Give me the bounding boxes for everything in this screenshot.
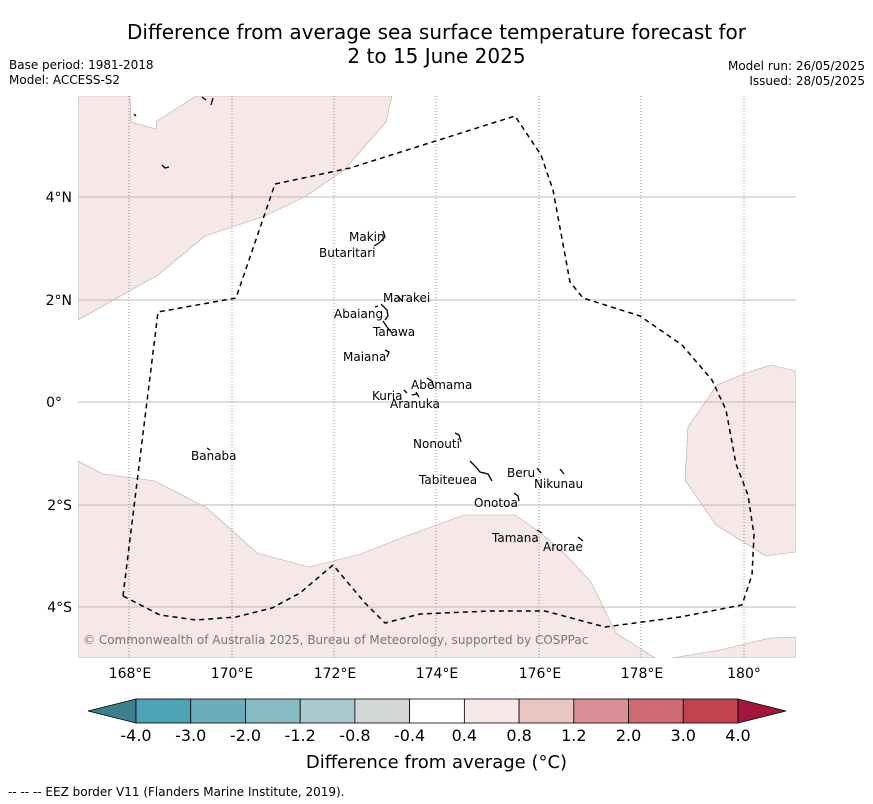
model-name: Model: ACCESS-S2 [9,73,121,87]
colorbar-segment [190,698,246,724]
eez-border [122,115,755,628]
islands [133,96,584,542]
lon-tick-174e: 174°E [416,666,459,682]
place-abaiang: Abaiang [334,307,383,321]
lat-tick-4n: 4°N [46,190,72,206]
colorbar-segment [463,698,520,724]
colorbar-segment [682,698,739,724]
place-labels: Makin Butaritari Marakei Abaiang Tarawa … [191,230,583,554]
lat-tick-4s: 4°S [47,600,72,616]
longitude-ticks: 168°E 170°E 172°E 174°E 176°E 178°E 180° [109,666,761,682]
lat-tick-0: 0° [46,395,62,411]
colorbar-tick-label: -0.4 [394,726,425,745]
meta-left: Base period: 1981-2018 Model: ACCESS-S2 [9,58,154,88]
place-beru: Beru [507,466,535,480]
issued-date: Issued: 28/05/2025 [749,74,865,88]
lon-tick-168e: 168°E [109,666,152,682]
place-onotoa: Onotoa [474,496,518,510]
colorbar-segment [245,698,301,724]
latitude-ticks: 4°N 2°N 0° 2°S 4°S [46,190,73,616]
place-maiana: Maiana [343,350,386,364]
lon-tick-176e: 176°E [519,666,562,682]
place-abemama: Abemama [411,378,472,392]
title-line-1: Difference from average sea surface temp… [126,20,746,44]
lon-tick-170e: 170°E [211,666,254,682]
meta-right: Model run: 26/05/2025 Issued: 28/05/2025 [728,59,865,89]
model-run: Model run: 26/05/2025 [727,59,865,73]
place-butaritari: Butaritari [319,246,376,260]
lon-tick-172e: 172°E [314,666,357,682]
colorbar-tick-label: 0.8 [506,726,531,745]
lat-tick-2s: 2°S [47,498,72,514]
place-marakei: Marakei [383,291,430,305]
colorbar-tick-label: 2.0 [616,726,641,745]
place-arorae: Arorae [543,540,583,554]
colorbar-tick-label: -1.2 [285,726,316,745]
eez-legend-note: -- -- -- EEZ border V11 (Flanders Marine… [8,785,345,799]
colorbar-segment [573,698,629,724]
colorbar-segment [354,698,411,724]
land-northwest [78,96,393,321]
land-east [684,364,796,557]
lat-tick-2n: 2°N [46,293,72,309]
colorbar-segment [628,698,684,724]
title-line-2: 2 to 15 June 2025 [347,44,526,68]
place-tamana: Tamana [491,531,539,545]
colorbar-tick-label: -3.0 [175,726,206,745]
colorbar-tick-label: 4.0 [725,726,750,745]
colorbar-tick-label: 3.0 [671,726,696,745]
colorbar-tick-label: -2.0 [230,726,261,745]
place-nonouti: Nonouti [413,437,460,451]
colorbar-label: Difference from average (°C) [305,752,568,773]
land-southwest [78,460,656,658]
colorbar-segment [299,698,356,724]
lon-tick-180: 180° [727,666,761,682]
colorbar: -4.0 -3.0 -2.0 -1.2 -0.8 -0.4 0.4 0.8 1.2 2.0 3.0 4… [87,698,787,745]
colorbar-tick-label: 0.4 [452,726,477,745]
place-kuria: Kuria [372,389,403,403]
map-title: Difference from average sea surface temp… [0,20,873,68]
colorbar-segment [135,698,192,724]
place-nikunau: Nikunau [534,477,583,491]
colorbar-segment [409,698,465,724]
place-tabiteuea: Tabiteuea [418,473,477,487]
colorbar-under-arrow [87,698,137,724]
colorbar-segment [518,698,575,724]
map-area: Makin Butaritari Marakei Abaiang Tarawa … [78,96,796,658]
copyright-notice: © Commonwealth of Australia 2025, Bureau… [83,633,588,647]
grid-lines [78,96,796,658]
lon-tick-178e: 178°E [621,666,664,682]
colorbar-over-arrow [737,698,787,724]
place-banaba: Banaba [191,449,237,463]
place-aranuka: Aranuka [390,397,440,411]
colorbar-tick-label: 1.2 [561,726,586,745]
land-southeast [671,636,796,658]
place-tarawa: Tarawa [372,325,415,339]
colorbar-tick-label: -0.8 [339,726,370,745]
base-period: Base period: 1981-2018 [9,58,154,72]
place-makin: Makin [349,230,385,244]
colorbar-tick-label: -4.0 [120,726,151,745]
